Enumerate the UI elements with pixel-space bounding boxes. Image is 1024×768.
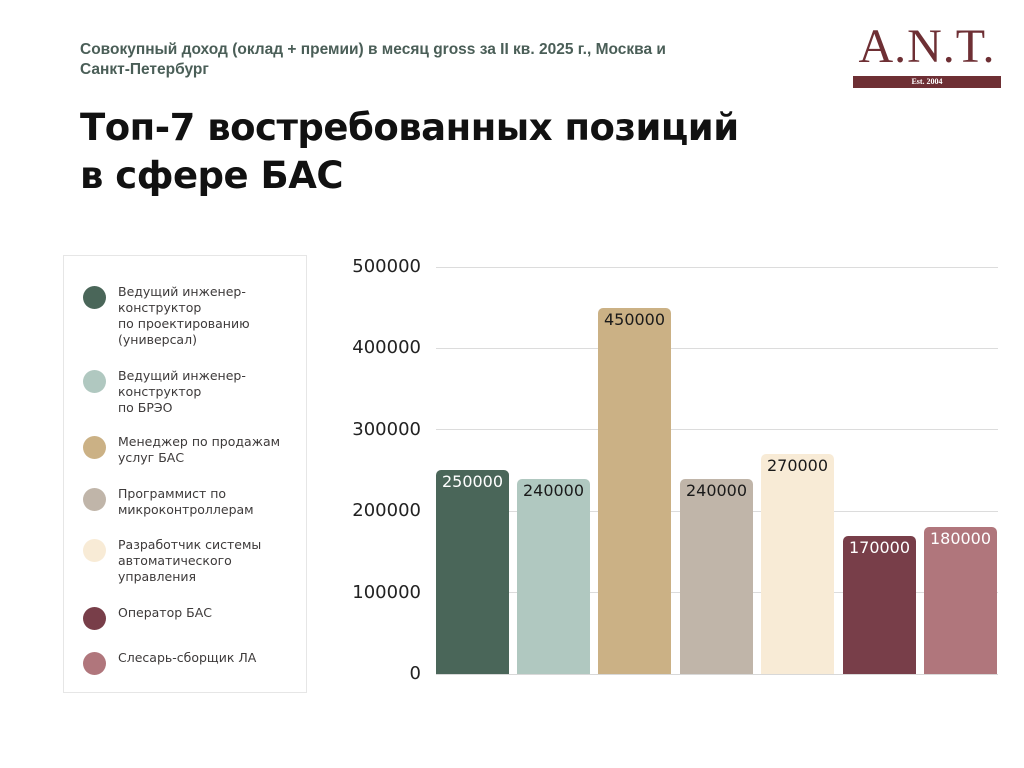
bar-value-label: 240000 bbox=[522, 481, 585, 500]
title-line-1: Топ-7 востребованных позиций bbox=[80, 106, 739, 149]
legend-swatch-icon bbox=[83, 607, 106, 630]
bar[interactable]: 180000 bbox=[924, 527, 997, 674]
legend-item: Программист по микроконтроллерам bbox=[83, 486, 308, 518]
bar-value-label: 450000 bbox=[603, 310, 666, 329]
legend-swatch-icon bbox=[83, 286, 106, 309]
bar[interactable]: 250000 bbox=[436, 470, 509, 674]
page-title: Топ-7 востребованных позиций в сфере БАС bbox=[80, 104, 739, 200]
legend-item: Слесарь-сборщик ЛА bbox=[83, 650, 308, 675]
legend-item: Оператор БАС bbox=[83, 605, 308, 630]
bar-value-label: 270000 bbox=[766, 456, 829, 475]
gridline bbox=[436, 348, 998, 349]
bar-value-label: 170000 bbox=[848, 538, 911, 557]
title-line-2: в сфере БАС bbox=[80, 154, 343, 197]
legend-item: Менеджер по продажам услуг БАС bbox=[83, 434, 308, 466]
legend-swatch-icon bbox=[83, 652, 106, 675]
legend-swatch-icon bbox=[83, 539, 106, 562]
bar[interactable]: 170000 bbox=[843, 536, 916, 674]
x-axis-baseline bbox=[436, 674, 998, 675]
bar-value-label: 250000 bbox=[441, 472, 504, 491]
legend-item: Ведущий инженер- конструктор по БРЭО bbox=[83, 368, 308, 416]
y-tick: 100000 bbox=[352, 582, 421, 603]
legend-label: Оператор БАС bbox=[118, 605, 212, 620]
legend-item: Ведущий инженер- конструктор по проектир… bbox=[83, 284, 308, 348]
company-logo: A.N.T. Est. 2004 bbox=[853, 22, 1001, 90]
legend-label: Ведущий инженер- конструктор по проектир… bbox=[118, 284, 250, 347]
gridline bbox=[436, 429, 998, 430]
y-tick: 300000 bbox=[352, 419, 421, 440]
legend-swatch-icon bbox=[83, 436, 106, 459]
chart-legend: Ведущий инженер- конструктор по проектир… bbox=[63, 255, 307, 693]
legend-swatch-icon bbox=[83, 370, 106, 393]
y-tick: 500000 bbox=[352, 256, 421, 277]
y-tick: 0 bbox=[409, 663, 421, 684]
y-tick: 200000 bbox=[352, 500, 421, 521]
gridline bbox=[436, 267, 998, 268]
bar[interactable]: 450000 bbox=[598, 308, 671, 674]
bar-value-label: 180000 bbox=[929, 529, 992, 548]
legend-label: Программист по микроконтроллерам bbox=[118, 486, 254, 517]
bar[interactable]: 270000 bbox=[761, 454, 834, 674]
bar-value-label: 240000 bbox=[685, 481, 748, 500]
logo-text: A.N.T. bbox=[858, 20, 996, 73]
bar[interactable]: 240000 bbox=[517, 479, 590, 674]
bar[interactable]: 240000 bbox=[680, 479, 753, 674]
chart-subtitle: Совокупный доход (оклад + премии) в меся… bbox=[80, 41, 666, 78]
y-tick: 400000 bbox=[352, 337, 421, 358]
legend-label: Ведущий инженер- конструктор по БРЭО bbox=[118, 368, 246, 415]
legend-item: Разработчик системы автоматического упра… bbox=[83, 537, 308, 585]
legend-label: Слесарь-сборщик ЛА bbox=[118, 650, 257, 665]
legend-label: Менеджер по продажам услуг БАС bbox=[118, 434, 281, 465]
legend-label: Разработчик системы автоматического упра… bbox=[118, 537, 262, 584]
legend-swatch-icon bbox=[83, 488, 106, 511]
logo-tagline: Est. 2004 bbox=[853, 76, 1001, 88]
